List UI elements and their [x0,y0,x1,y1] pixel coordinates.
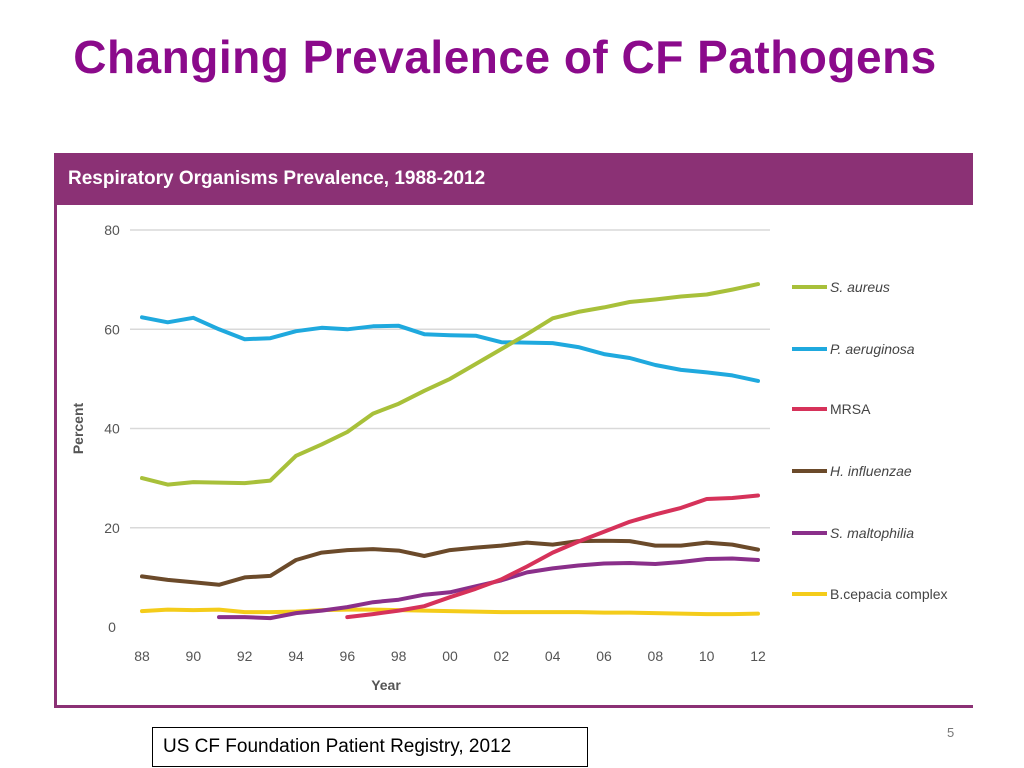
series-line [140,607,760,617]
legend-label: S. aureus [830,279,890,295]
legend-label: MRSA [830,401,871,417]
legend-label: B.cepacia complex [830,586,948,602]
chart-header: Respiratory Organisms Prevalence, 1988-2… [54,153,973,205]
figure-left-border [54,205,57,708]
x-tick-label: 10 [699,648,715,664]
source-citation: US CF Foundation Patient Registry, 2012 [152,727,588,767]
legend-label: P. aeruginosa [830,341,915,357]
x-axis-label: Year [371,677,401,693]
figure-bottom-border [54,705,973,708]
y-tick-label: 40 [104,421,120,437]
x-tick-label: 96 [340,648,356,664]
y-tick-label: 80 [104,222,120,238]
line-chart: 0 20 40 60 80 88 90 92 94 96 98 00 02 04 06 08 10 12 Year P… [70,222,948,693]
series-line [217,556,760,621]
series-line [140,282,760,487]
series-line [140,315,760,383]
x-tick-label: 88 [134,648,150,664]
x-tick-label: 98 [391,648,407,664]
legend-label: H. influenzae [830,463,912,479]
x-tick-label: 90 [186,648,202,664]
slide-title: Changing Prevalence of CF Pathogens [73,31,937,83]
series-line [345,493,760,620]
chart-title: Respiratory Organisms Prevalence, 1988-2… [68,168,486,189]
legend-label: S. maltophilia [830,525,914,541]
x-tick-label: 08 [648,648,664,664]
y-tick-label: 0 [108,619,116,635]
y-tick-label: 60 [104,321,120,337]
x-tick-label: 92 [237,648,253,664]
page-number: 5 [947,725,955,740]
y-tick-label: 20 [104,520,120,536]
x-tick-label: 94 [288,648,304,664]
chart-figure: Respiratory Organisms Prevalence, 1988-2… [54,153,973,708]
series-line [140,538,760,587]
x-tick-label: 04 [545,648,561,664]
x-tick-label: 06 [596,648,612,664]
x-tick-label: 00 [442,648,458,664]
x-tick-label: 12 [750,648,766,664]
y-axis-label: Percent [70,402,86,454]
x-tick-label: 02 [494,648,510,664]
